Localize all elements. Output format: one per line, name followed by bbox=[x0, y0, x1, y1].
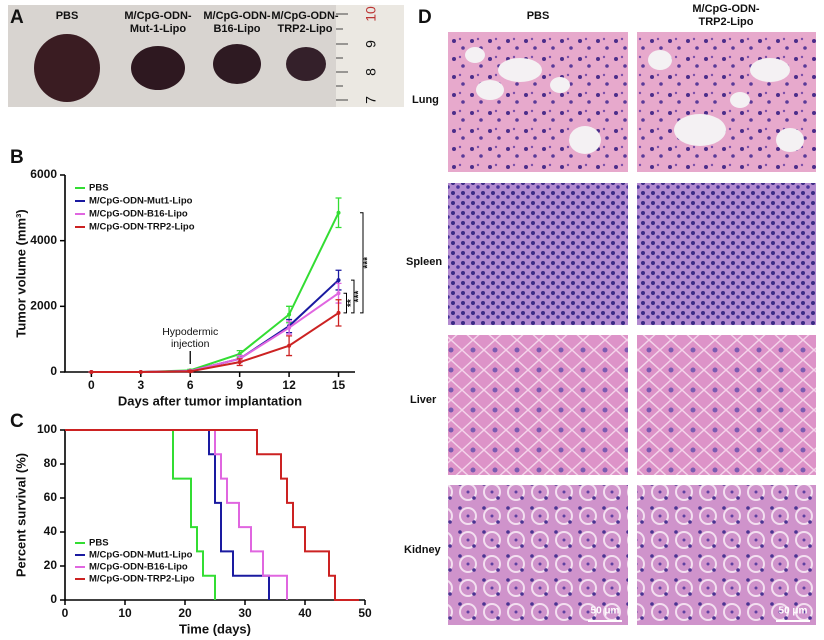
point bbox=[188, 369, 193, 374]
ruler-label: 10 bbox=[363, 6, 379, 22]
tumor bbox=[34, 34, 100, 102]
series-line bbox=[91, 212, 340, 373]
y-axis-label: Percent survival (%) bbox=[13, 453, 28, 577]
photo-label: Mut-1-Lipo bbox=[130, 23, 186, 35]
x-tick-label: 12 bbox=[282, 378, 296, 392]
photo-label: M/CpG-ODN- bbox=[124, 10, 192, 22]
significance-label: *** bbox=[354, 291, 365, 303]
y-tick-label: 6000 bbox=[30, 167, 57, 181]
x-tick-label: 40 bbox=[298, 606, 312, 620]
survival-curve bbox=[65, 429, 270, 600]
x-tick-label: 10 bbox=[118, 606, 132, 620]
point bbox=[336, 291, 341, 296]
y-tick-label: 80 bbox=[44, 456, 58, 470]
x-tick-label: 0 bbox=[62, 606, 69, 620]
survival-curve bbox=[65, 429, 216, 600]
photo-label: M/CpG-ODN- bbox=[271, 10, 339, 22]
x-tick-label: 0 bbox=[88, 378, 95, 392]
annotation: injection bbox=[171, 338, 210, 350]
x-axis-label: Time (days) bbox=[179, 621, 251, 636]
tumor bbox=[213, 44, 261, 84]
point bbox=[138, 370, 143, 374]
ruler-ticks bbox=[336, 13, 348, 101]
tumor bbox=[131, 46, 185, 90]
histology-grid bbox=[448, 32, 816, 625]
ruler-label: 7 bbox=[363, 96, 379, 104]
panel-label: A bbox=[10, 7, 24, 28]
x-tick-label: 3 bbox=[137, 378, 144, 392]
column-label: TRP2-Lipo bbox=[699, 16, 754, 28]
photo-label: B16-Lipo bbox=[213, 23, 260, 35]
significance-label: *** bbox=[363, 257, 374, 269]
series-line bbox=[91, 312, 340, 373]
column-label: PBS bbox=[527, 10, 550, 22]
survival-curve bbox=[65, 429, 288, 600]
significance-bracket bbox=[360, 212, 364, 314]
point bbox=[287, 343, 292, 348]
y-axis-label: Tumor volume (mm³) bbox=[13, 209, 28, 337]
legend-label: PBS bbox=[89, 183, 109, 194]
point bbox=[287, 325, 292, 330]
photo-label: TRP2-Lipo bbox=[278, 23, 333, 35]
row-label: Lung bbox=[412, 94, 439, 106]
legend-label: PBS bbox=[89, 538, 109, 549]
y-tick-label: 0 bbox=[50, 364, 57, 378]
legend-label: M/CpG-ODN-TRP2-Lipo bbox=[89, 222, 195, 233]
point bbox=[237, 360, 242, 365]
annotation: Hypodermic bbox=[162, 326, 218, 338]
ruler-label: 8 bbox=[363, 68, 379, 76]
legend-label: M/CpG-ODN-Mut1-Lipo bbox=[89, 550, 193, 561]
legend-label: M/CpG-ODN-TRP2-Lipo bbox=[89, 574, 195, 585]
scale-label: 50 μm bbox=[779, 606, 808, 617]
tumor bbox=[286, 47, 326, 81]
legend-label: M/CpG-ODN-B16-Lipo bbox=[89, 209, 188, 220]
scale-label: 50 μm bbox=[591, 606, 620, 617]
panel-label: D bbox=[418, 7, 432, 28]
significance-bracket bbox=[351, 279, 355, 314]
point bbox=[336, 210, 341, 215]
ruler-label: 9 bbox=[363, 40, 379, 48]
x-tick-label: 20 bbox=[178, 606, 192, 620]
x-tick-label: 30 bbox=[238, 606, 252, 620]
row-label: Kidney bbox=[404, 544, 442, 556]
y-tick-label: 40 bbox=[44, 524, 58, 538]
point bbox=[336, 310, 341, 315]
y-tick-label: 2000 bbox=[30, 299, 57, 313]
x-tick-label: 50 bbox=[358, 606, 372, 620]
point bbox=[89, 370, 94, 374]
row-label: Liver bbox=[410, 394, 437, 406]
legend-label: M/CpG-ODN-Mut1-Lipo bbox=[89, 196, 193, 207]
ruler bbox=[336, 5, 404, 107]
y-tick-label: 4000 bbox=[30, 233, 57, 247]
x-tick-label: 9 bbox=[236, 378, 243, 392]
column-label: M/CpG-ODN- bbox=[692, 3, 760, 15]
point bbox=[287, 312, 292, 317]
panel-label: B bbox=[10, 147, 24, 168]
y-tick-label: 20 bbox=[44, 558, 58, 572]
photo-label: PBS bbox=[56, 10, 79, 22]
significance-label: ** bbox=[346, 299, 357, 307]
y-tick-label: 60 bbox=[44, 490, 58, 504]
row-label: Spleen bbox=[406, 256, 442, 268]
survival-curve bbox=[65, 429, 359, 601]
x-tick-label: 15 bbox=[332, 378, 346, 392]
photo-label: M/CpG-ODN- bbox=[203, 10, 271, 22]
significance-bracket bbox=[343, 292, 347, 314]
panel-label: C bbox=[10, 411, 24, 432]
y-tick-label: 100 bbox=[37, 422, 57, 436]
x-axis-label: Days after tumor implantation bbox=[118, 393, 302, 408]
y-tick-label: 0 bbox=[50, 592, 57, 606]
point bbox=[336, 278, 341, 283]
legend-label: M/CpG-ODN-B16-Lipo bbox=[89, 562, 188, 573]
x-tick-label: 6 bbox=[187, 378, 194, 392]
